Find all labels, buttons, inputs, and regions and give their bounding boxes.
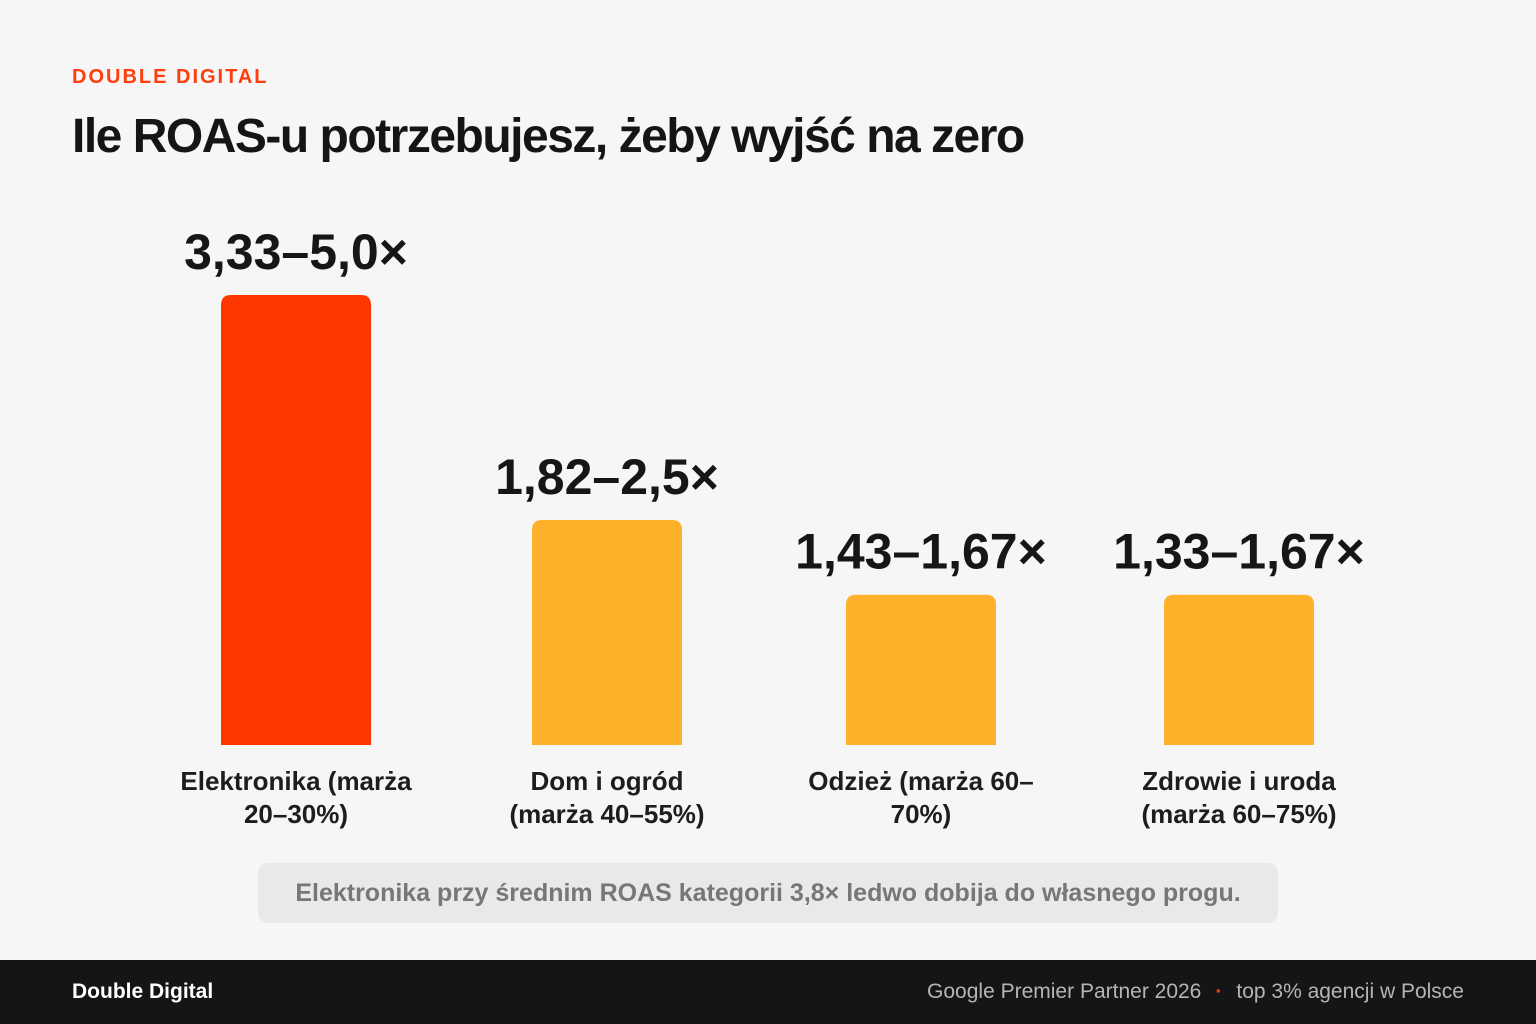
value-label-1: 3,33–5,0× xyxy=(184,224,408,280)
bar-2 xyxy=(532,520,682,745)
value-label-4: 1,33–1,67× xyxy=(1113,524,1365,580)
bar-1 xyxy=(221,295,371,745)
category-label-4-line-2: (marża 60–75%) xyxy=(1141,799,1336,829)
category-label-3-line-2: 70%) xyxy=(891,799,952,829)
category-label-1-line-1: Elektronika (marża xyxy=(180,766,412,796)
category-label-2-line-2: (marża 40–55%) xyxy=(509,799,704,829)
footer-brand: Double Digital xyxy=(72,980,214,1003)
footer-separator: · xyxy=(1215,980,1223,1003)
insight-note: Elektronika przy średnim ROAS kategorii … xyxy=(258,863,1278,923)
footer-credentials: Google Premier Partner 2026 · top 3% age… xyxy=(927,980,1464,1004)
value-label-2: 1,82–2,5× xyxy=(495,449,719,505)
value-label-3: 1,43–1,67× xyxy=(795,524,1047,580)
category-label-3-line-1: Odzież (marża 60– xyxy=(808,766,1033,796)
bar-4 xyxy=(1164,594,1314,745)
footer-rank: top 3% agencji w Polsce xyxy=(1236,980,1464,1003)
footer-partner: Google Premier Partner 2026 xyxy=(927,980,1202,1003)
footer-bar: Double Digital Google Premier Partner 20… xyxy=(0,960,1536,1024)
category-label-4-line-1: Zdrowie i uroda xyxy=(1142,766,1336,796)
category-label-1-line-2: 20–30%) xyxy=(244,799,348,829)
bar-3 xyxy=(846,594,996,745)
insight-note-text: Elektronika przy średnim ROAS kategorii … xyxy=(295,878,1241,907)
page-title: Ile ROAS-u potrzebujesz, żeby wyjść na z… xyxy=(72,110,1025,163)
category-label-2-line-1: Dom i ogród xyxy=(530,766,683,796)
brand-kicker: DOUBLE DIGITAL xyxy=(72,66,269,88)
